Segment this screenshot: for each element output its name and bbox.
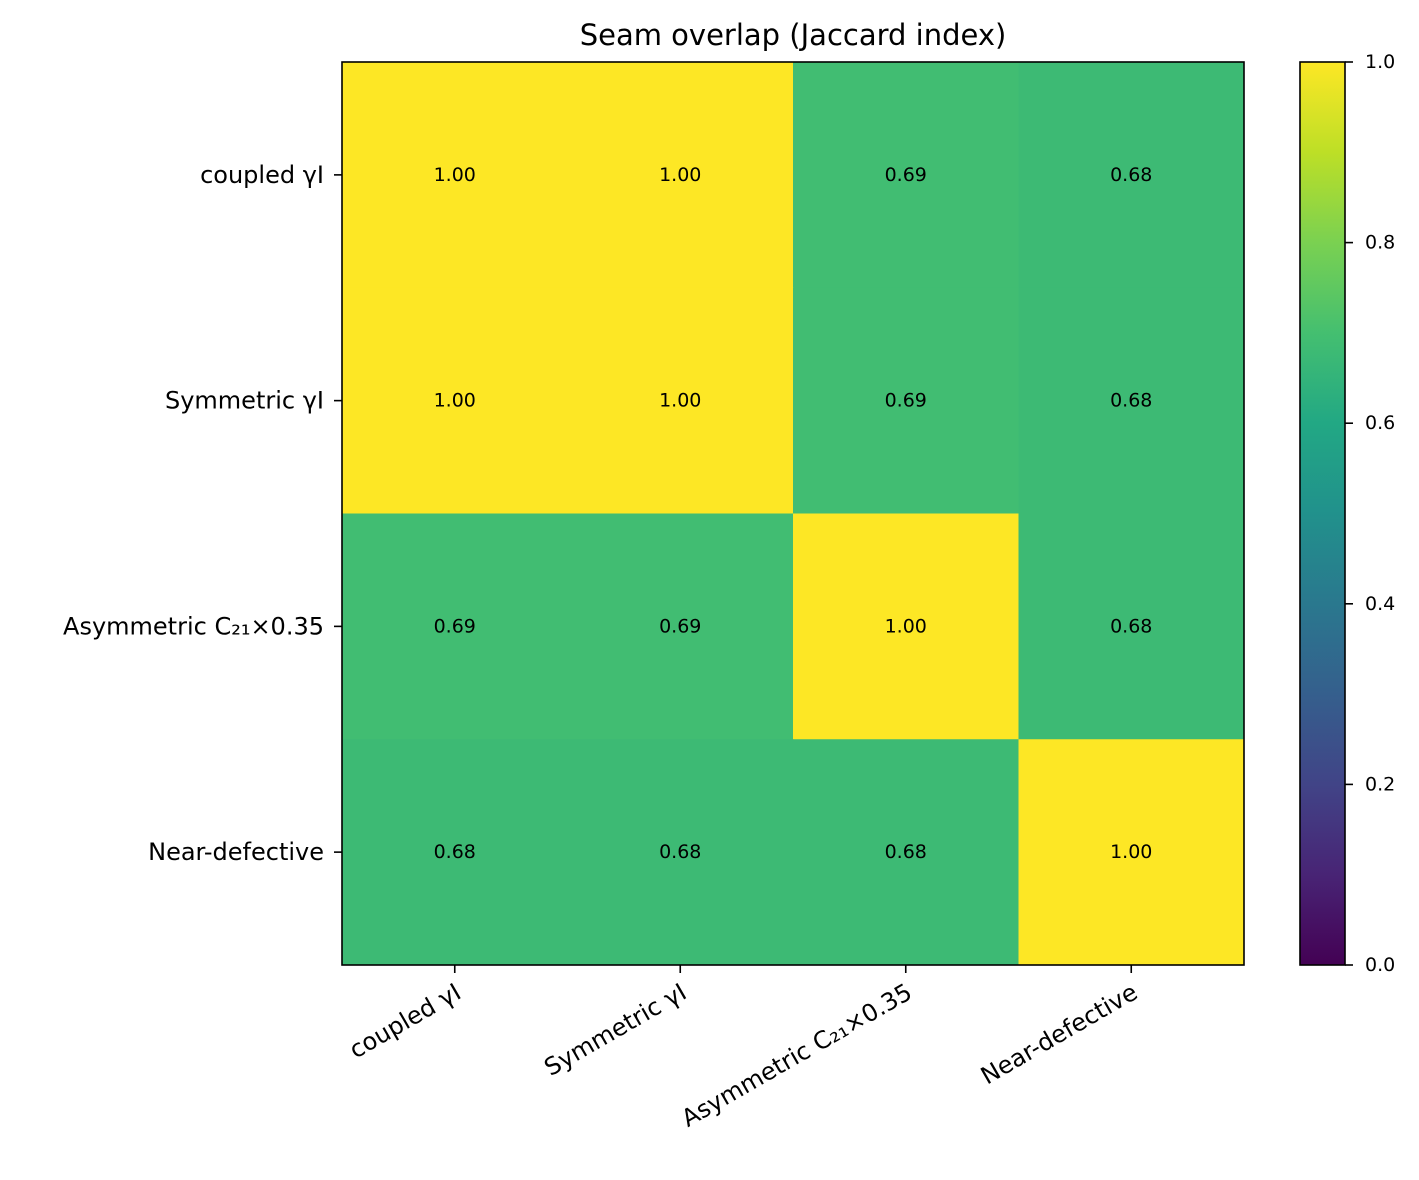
x-tick-label: Symmetric γI — [540, 978, 692, 1082]
colorbar-tick-label: 0.4 — [1365, 593, 1395, 615]
y-tick-label: Near-defective — [148, 838, 324, 866]
heatmap-cell — [793, 739, 1019, 966]
colorbar-tick-label: 1.0 — [1365, 51, 1395, 73]
heatmap-cells — [342, 62, 1245, 966]
cell-value-label: 0.68 — [885, 841, 927, 863]
heatmap-cell — [342, 513, 568, 740]
heatmap-cell-labels: 1.00 1.00 0.69 0.68 1.00 1.00 0.69 0.68 0.69 0.69… — [434, 164, 1153, 863]
colorbar-tick-label: 0.2 — [1365, 773, 1395, 795]
heatmap-cell — [342, 739, 568, 966]
colorbar — [1299, 61, 1346, 966]
y-axis: coupled γI Symmetric γI Asymmetric C₂₁×0.3… — [63, 161, 342, 866]
cell-value-label: 1.00 — [434, 164, 476, 186]
cell-value-label: 1.00 — [434, 390, 476, 412]
heatmap-cell — [1018, 513, 1245, 740]
colorbar-tick-label: 0.6 — [1365, 412, 1395, 434]
heatmap-cell — [1018, 287, 1245, 514]
x-tick-label: Asymmetric C₂₁×0.35 — [677, 978, 917, 1133]
cell-value-label: 0.68 — [434, 841, 476, 863]
cell-value-label: 0.69 — [885, 390, 927, 412]
heatmap-cell — [567, 513, 794, 740]
heatmap-cell — [793, 62, 1019, 289]
cell-value-label: 0.69 — [434, 615, 476, 637]
cell-value-label: 0.69 — [885, 164, 927, 186]
heatmap-cell — [1018, 62, 1245, 289]
x-tick-label: coupled γI — [344, 978, 465, 1064]
heatmap-cell — [342, 287, 568, 514]
y-tick-label: Symmetric γI — [165, 387, 324, 415]
heatmap-cell — [342, 62, 568, 289]
plot-frame — [341, 61, 1245, 966]
colorbar-tick-label: 0.8 — [1365, 232, 1395, 254]
heatmap-cell — [793, 287, 1019, 514]
cell-value-label: 0.68 — [1110, 164, 1152, 186]
cell-value-label: 0.68 — [1110, 615, 1152, 637]
cell-value-label: 0.68 — [659, 841, 701, 863]
heatmap-cell — [567, 287, 794, 514]
cell-value-label: 1.00 — [885, 615, 927, 637]
y-tick-label: Asymmetric C₂₁×0.35 — [63, 612, 324, 640]
colorbar-axis: 0.0 0.2 0.4 0.6 0.8 1.0 — [1345, 51, 1395, 976]
cell-value-label: 1.00 — [659, 164, 701, 186]
x-tick-label: Near-defective — [976, 978, 1142, 1090]
cell-value-label: 0.68 — [1110, 390, 1152, 412]
colorbar-tick-label: 0.0 — [1365, 954, 1395, 976]
cell-value-label: 1.00 — [659, 390, 701, 412]
heatmap-cell — [567, 62, 794, 289]
y-tick-label: coupled γI — [200, 161, 324, 189]
cell-value-label: 0.69 — [659, 615, 701, 637]
heatmap-cell — [793, 513, 1019, 740]
chart-title: Seam overlap (Jaccard index) — [580, 18, 1007, 52]
cell-value-label: 1.00 — [1110, 841, 1152, 863]
heatmap-cell — [1018, 739, 1245, 966]
heatmap-cell — [567, 739, 794, 966]
